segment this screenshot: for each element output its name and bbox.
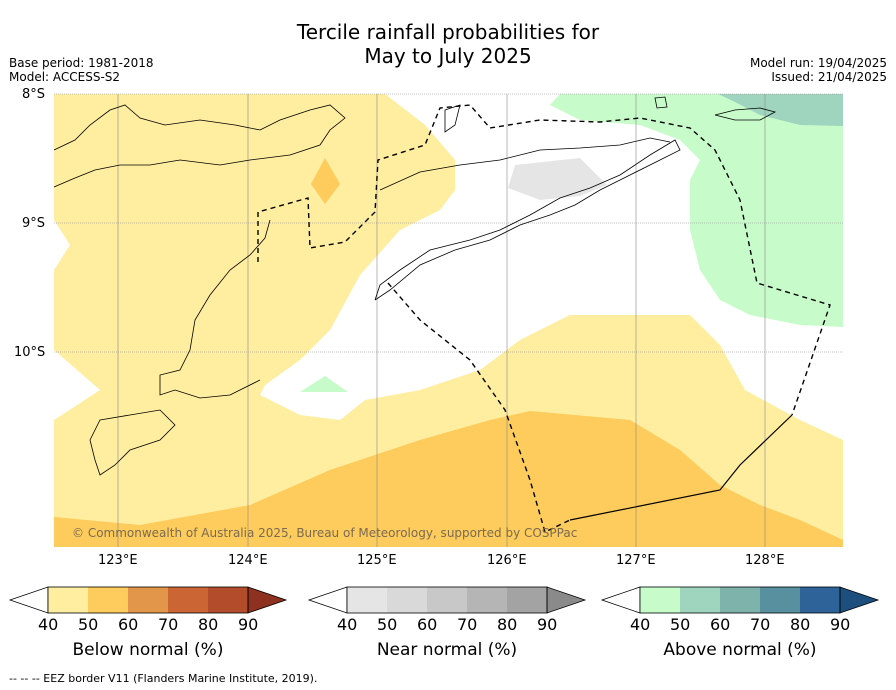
model-run: Model run: 19/04/2025	[749, 56, 887, 70]
colorbar-near-label: Near normal (%)	[376, 640, 518, 660]
below-tick: 60	[118, 615, 139, 634]
below-50-south	[54, 411, 843, 547]
near-tick: 70	[457, 615, 478, 634]
neutral-west-band	[54, 220, 70, 270]
colorbar-above-label: Above normal (%)	[663, 640, 817, 660]
below-tick: 40	[38, 615, 59, 634]
above-50-corner	[718, 94, 843, 126]
eez-border-solid	[569, 414, 793, 521]
above-tick: 50	[670, 615, 691, 634]
lat-label-10s: 10°S	[14, 345, 46, 360]
lon-label-123e: 123°E	[98, 553, 138, 568]
copyright-text: © Commonwealth of Australia 2025, Bureau…	[72, 526, 578, 540]
lon-label-125e: 125°E	[357, 553, 397, 568]
colorbar-below-label: Below normal (%)	[72, 640, 224, 660]
above-tick: 70	[750, 615, 771, 634]
base-period: Base period: 1981-2018	[9, 56, 154, 70]
near-tick: 50	[377, 615, 398, 634]
lat-label-9s: 9°S	[22, 216, 46, 231]
near-tick: 80	[497, 615, 518, 634]
lon-label-127e: 127°E	[616, 553, 656, 568]
eez-border	[257, 104, 831, 533]
above-tick: 80	[790, 615, 811, 634]
meta-right: Model run: 19/04/2025 Issued: 21/04/2025	[750, 56, 887, 84]
eez-footnote: -- -- -- EEZ border V11 (Flanders Marine…	[9, 672, 318, 685]
title-line-1: Tercile rainfall probabilities for	[296, 20, 600, 44]
model-name: Model: ACCESS-S2	[9, 70, 121, 84]
gridlines	[54, 93, 843, 547]
near-tick: 90	[537, 615, 558, 634]
lon-label-128e: 128°E	[745, 553, 785, 568]
below-tick: 70	[158, 615, 179, 634]
near-tick: 60	[417, 615, 438, 634]
lon-label-124e: 124°E	[228, 553, 268, 568]
above-tick: 60	[710, 615, 731, 634]
lon-label-126e: 126°E	[487, 553, 527, 568]
issued-date: Issued: 21/04/2025	[771, 70, 887, 84]
above-40-northeast	[550, 94, 843, 327]
map-title: Tercile rainfall probabilities for May t…	[0, 20, 896, 68]
lat-label-8s: 8°S	[22, 87, 46, 102]
below-tick: 80	[198, 615, 219, 634]
above-tick: 90	[830, 615, 851, 634]
coastlines	[53, 96, 777, 476]
meta-left: Base period: 1981-2018 Model: ACCESS-S2	[9, 56, 154, 84]
above-40-small	[300, 376, 348, 392]
title-line-2: May to July 2025	[364, 44, 532, 68]
near-40-patch	[508, 158, 607, 200]
below-tick: 90	[238, 615, 259, 634]
below-50-diamond	[311, 158, 340, 204]
above-tick: 40	[630, 615, 651, 634]
below-tick: 50	[78, 615, 99, 634]
near-tick: 40	[337, 615, 358, 634]
